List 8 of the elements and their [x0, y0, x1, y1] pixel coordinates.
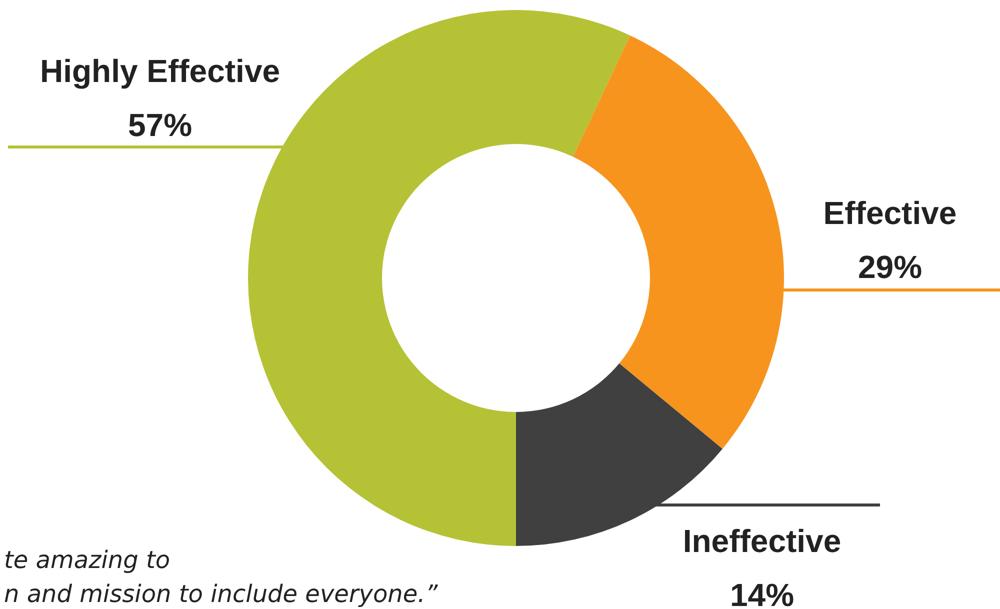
slice-label: Highly Effective — [40, 53, 280, 89]
data-label: 14% — [730, 577, 794, 609]
data-label: 29% — [858, 249, 922, 285]
slice-label: Ineffective — [682, 523, 842, 559]
slice-label: Effective — [823, 195, 957, 231]
text: te amazing to — [4, 546, 170, 574]
text: n and mission to include everyone.” — [4, 580, 438, 608]
data-label: 57% — [128, 107, 192, 143]
